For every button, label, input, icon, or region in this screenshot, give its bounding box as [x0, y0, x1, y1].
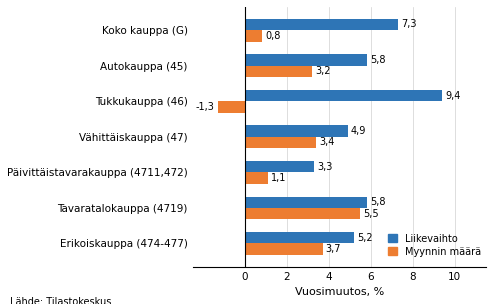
Bar [218, 101, 245, 112]
Text: 3,7: 3,7 [326, 244, 341, 254]
Text: 1,1: 1,1 [271, 173, 286, 183]
Text: 7,3: 7,3 [401, 19, 417, 29]
Bar [245, 126, 348, 137]
Bar [245, 232, 354, 244]
Bar [245, 19, 398, 30]
Bar [245, 66, 312, 77]
Bar [245, 196, 367, 208]
Text: 5,5: 5,5 [363, 209, 379, 219]
Bar [245, 54, 367, 66]
Text: 4,9: 4,9 [351, 126, 366, 136]
Text: 5,8: 5,8 [370, 55, 385, 65]
Text: -1,3: -1,3 [196, 102, 214, 112]
Bar [245, 30, 262, 42]
Bar [245, 161, 314, 172]
Bar [245, 172, 268, 184]
Text: Lähde: Tilastokeskus: Lähde: Tilastokeskus [10, 297, 111, 304]
Bar [245, 208, 360, 219]
Text: 0,8: 0,8 [265, 31, 280, 41]
Text: 5,8: 5,8 [370, 197, 385, 207]
Bar [245, 137, 316, 148]
Text: 5,2: 5,2 [357, 233, 373, 243]
X-axis label: Vuosimuutos, %: Vuosimuutos, % [295, 287, 384, 297]
Text: 3,4: 3,4 [319, 137, 335, 147]
Text: 9,4: 9,4 [445, 91, 460, 101]
Bar [245, 244, 322, 255]
Bar [245, 90, 442, 101]
Legend: Liikevaihto, Myynnin määrä: Liikevaihto, Myynnin määrä [387, 234, 481, 257]
Text: 3,2: 3,2 [315, 66, 331, 76]
Text: 3,3: 3,3 [317, 162, 333, 172]
